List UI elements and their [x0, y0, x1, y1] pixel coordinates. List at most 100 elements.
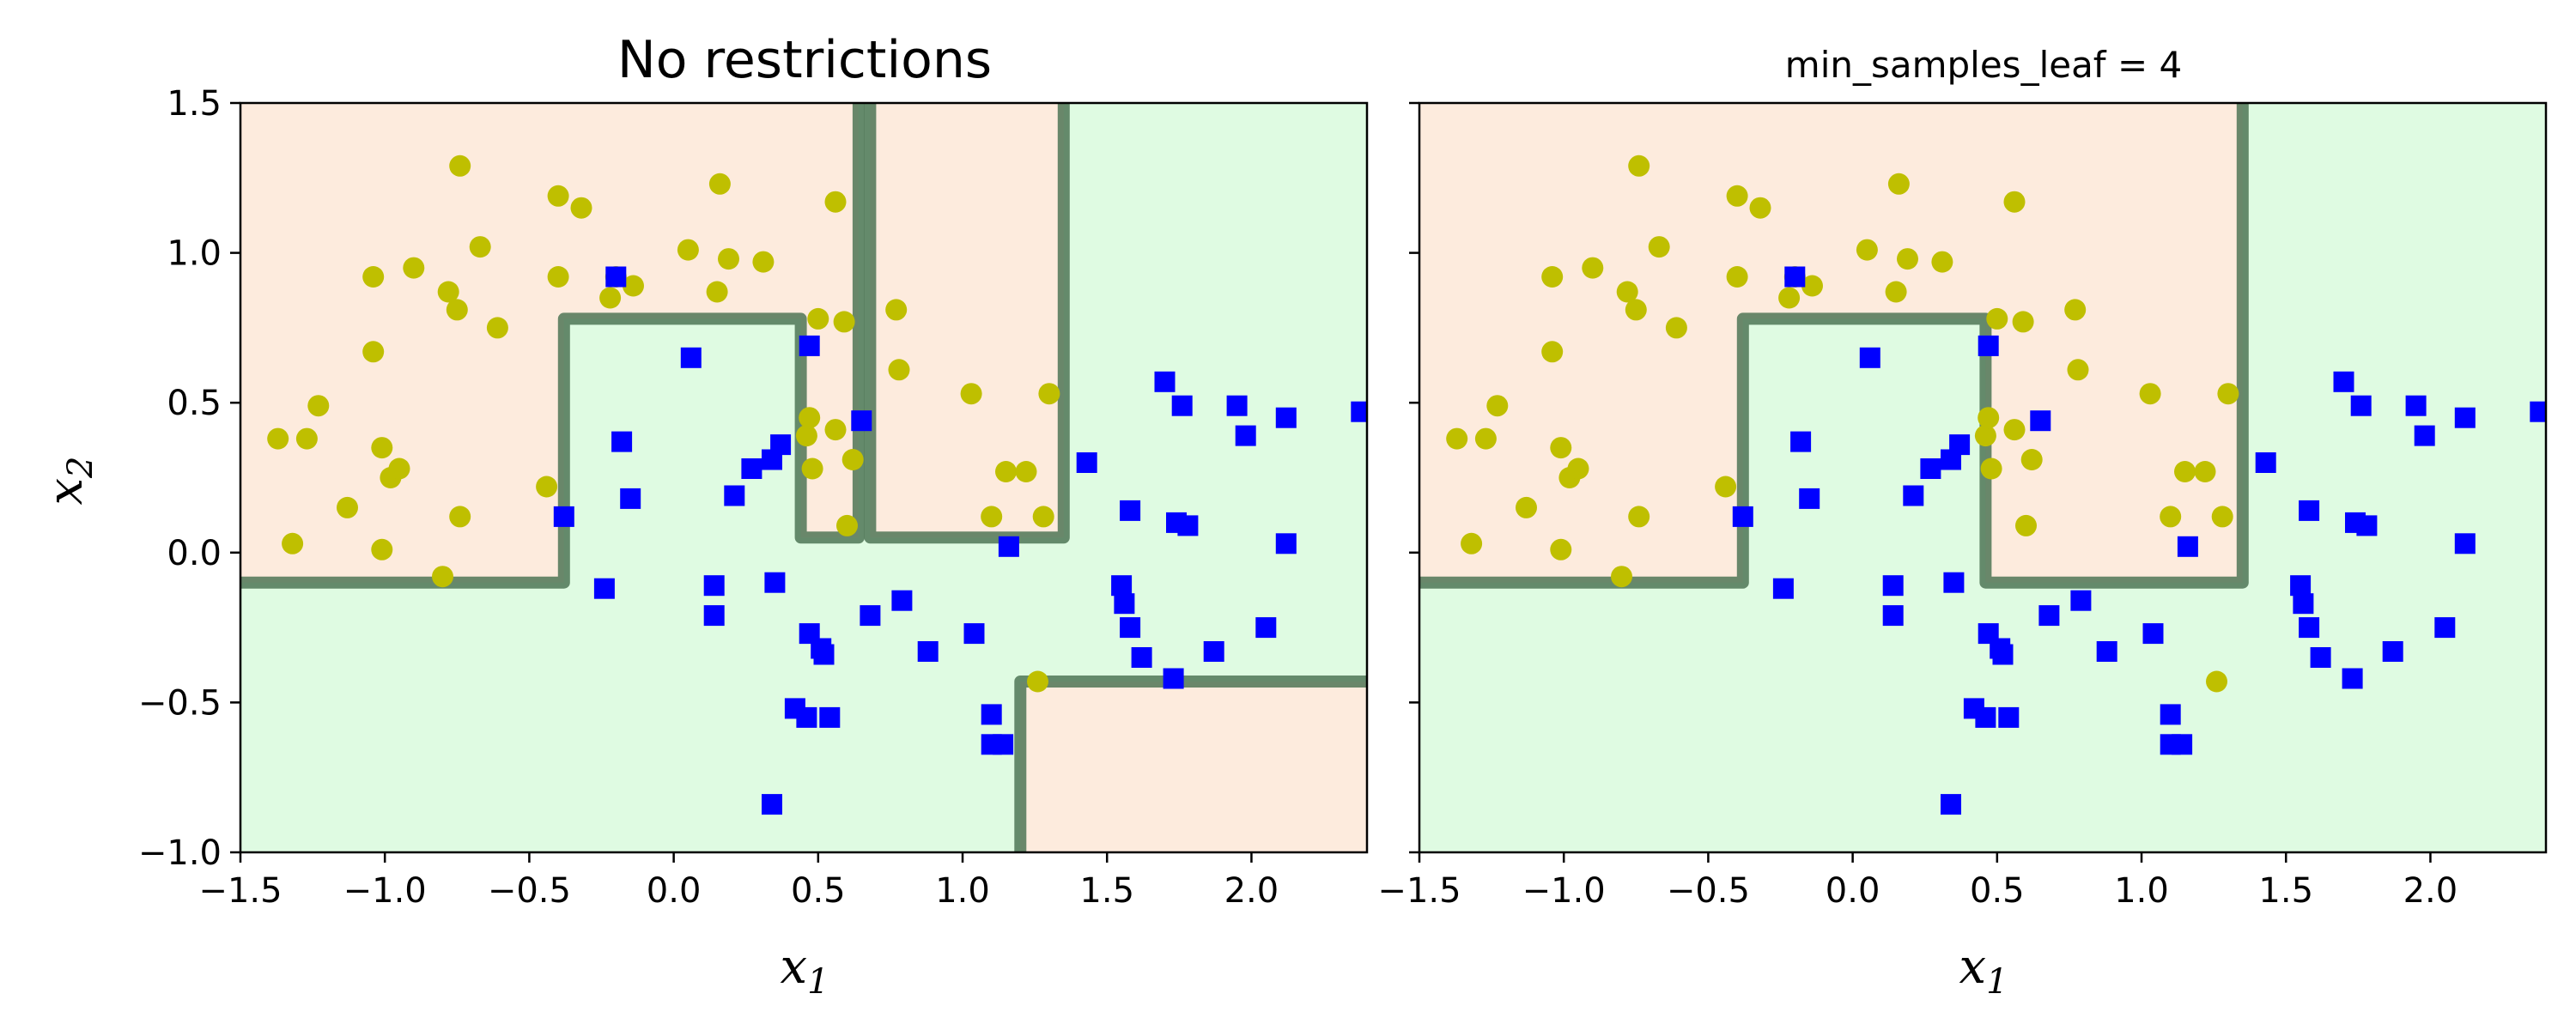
class-0-point [1015, 461, 1037, 482]
class-0-point [801, 457, 823, 480]
x-tick-label: 1.0 [2114, 871, 2169, 911]
class-0-point [1801, 275, 1823, 297]
class-1-point [1235, 425, 1256, 446]
class-0-point [1665, 317, 1687, 339]
x-tick-label: −0.5 [1667, 871, 1750, 911]
x-tick-label: 0.5 [791, 871, 846, 911]
class-1-point [2299, 500, 2320, 521]
class-1-point [1114, 593, 1135, 615]
y-tick-label: 1.5 [167, 84, 222, 124]
class-1-point [1131, 647, 1152, 668]
class-0-point [1038, 383, 1060, 405]
class-0-point [995, 461, 1017, 482]
y-tick-label: 0.5 [167, 384, 222, 423]
class-0-point [706, 281, 728, 303]
class-0-point [282, 532, 304, 554]
class-0-point [1648, 236, 1670, 258]
class-1-point [1772, 578, 1794, 599]
class-0-point [469, 236, 491, 258]
class-0-point [388, 457, 410, 480]
class-0-point [708, 173, 731, 195]
class-0-point [2160, 506, 2182, 528]
class-0-point [824, 191, 847, 213]
class-1-point [764, 572, 786, 593]
class-0-point [841, 449, 864, 470]
class-1-point [2177, 536, 2198, 557]
class-1-point [860, 605, 881, 627]
class-1-point [813, 644, 835, 665]
class-1-point [1351, 401, 1367, 422]
class-0-point [1550, 437, 1572, 459]
class-1-point [2333, 371, 2354, 392]
class-1-point [553, 506, 574, 527]
class-0-point [2211, 506, 2233, 528]
class-0-point [1474, 427, 1497, 450]
class-1-point [2414, 425, 2435, 446]
class-1-point [917, 641, 939, 662]
class-0-point [2064, 299, 2087, 321]
class-1-point [993, 734, 1014, 755]
class-0-point [752, 251, 775, 273]
axes-frame [239, 101, 1369, 854]
class-1-point [2530, 401, 2546, 422]
y-axis-label: x2 [38, 456, 100, 505]
class-1-point [2342, 668, 2363, 689]
class-1-point [2096, 641, 2117, 662]
class-0-point [1778, 287, 1801, 309]
class-1-point [703, 575, 725, 597]
class-1-point [2172, 734, 2193, 755]
x-tick-label: 1.5 [1079, 871, 1134, 911]
class-0-point [2206, 670, 2227, 693]
class-0-point [1461, 532, 1483, 554]
class-1-point [2030, 410, 2051, 432]
class-1-point [1111, 575, 1133, 597]
class-1-point [703, 605, 725, 627]
plot-area [240, 103, 1367, 852]
class-1-point [593, 578, 615, 599]
class-1-point [1203, 641, 1224, 662]
class-1-point [1941, 794, 1961, 815]
class-0-point [1446, 427, 1468, 450]
class-0-point [403, 257, 425, 279]
class-0-point [1567, 457, 1589, 480]
class-0-point [1897, 248, 1918, 270]
decision-boundary [240, 103, 865, 589]
chart-title: No restrictions [617, 30, 992, 90]
class-0-point [547, 185, 569, 207]
class-1-point [1978, 335, 1999, 356]
class-0-point [1726, 185, 1748, 207]
class-0-point [1628, 154, 1650, 177]
class-0-point [2003, 419, 2026, 441]
class-1-point [2454, 407, 2476, 428]
class-0-point [1931, 251, 1953, 273]
class-0-point [1628, 506, 1650, 528]
x-tick-label: −1.5 [198, 871, 282, 911]
x-tick-label: −1.0 [1522, 871, 1606, 911]
x-tick-label: 0.5 [1970, 871, 2025, 911]
x-tick-label: 0.0 [647, 871, 702, 911]
class-0-point [362, 341, 385, 363]
x-tick-label: 2.0 [2403, 871, 2458, 911]
class-0-point [1726, 266, 1748, 288]
class-0-point [824, 419, 847, 441]
class-0-point [2194, 461, 2216, 482]
class-0-point [1974, 425, 1996, 447]
x-tick-label: 1.0 [935, 871, 990, 911]
class-0-point [295, 427, 318, 450]
x-tick-label: 1.5 [2258, 871, 2313, 911]
decision-boundary [1419, 103, 2249, 589]
class-1-point [762, 794, 782, 815]
class-0-point [371, 437, 393, 459]
class-1-point [1882, 605, 1904, 627]
class-1-point [605, 266, 627, 288]
class-0-point [547, 266, 569, 288]
y-tick-label: −0.5 [138, 683, 222, 723]
class-1-point [680, 347, 702, 368]
x-tick-label: −1.0 [343, 871, 427, 911]
chart-title: min_samples_leaf = 4 [1785, 44, 2182, 86]
region-class-0 [1020, 682, 1367, 852]
class-0-point [2139, 383, 2161, 405]
class-1-point [1903, 485, 1924, 506]
class-0-point [2217, 383, 2239, 405]
